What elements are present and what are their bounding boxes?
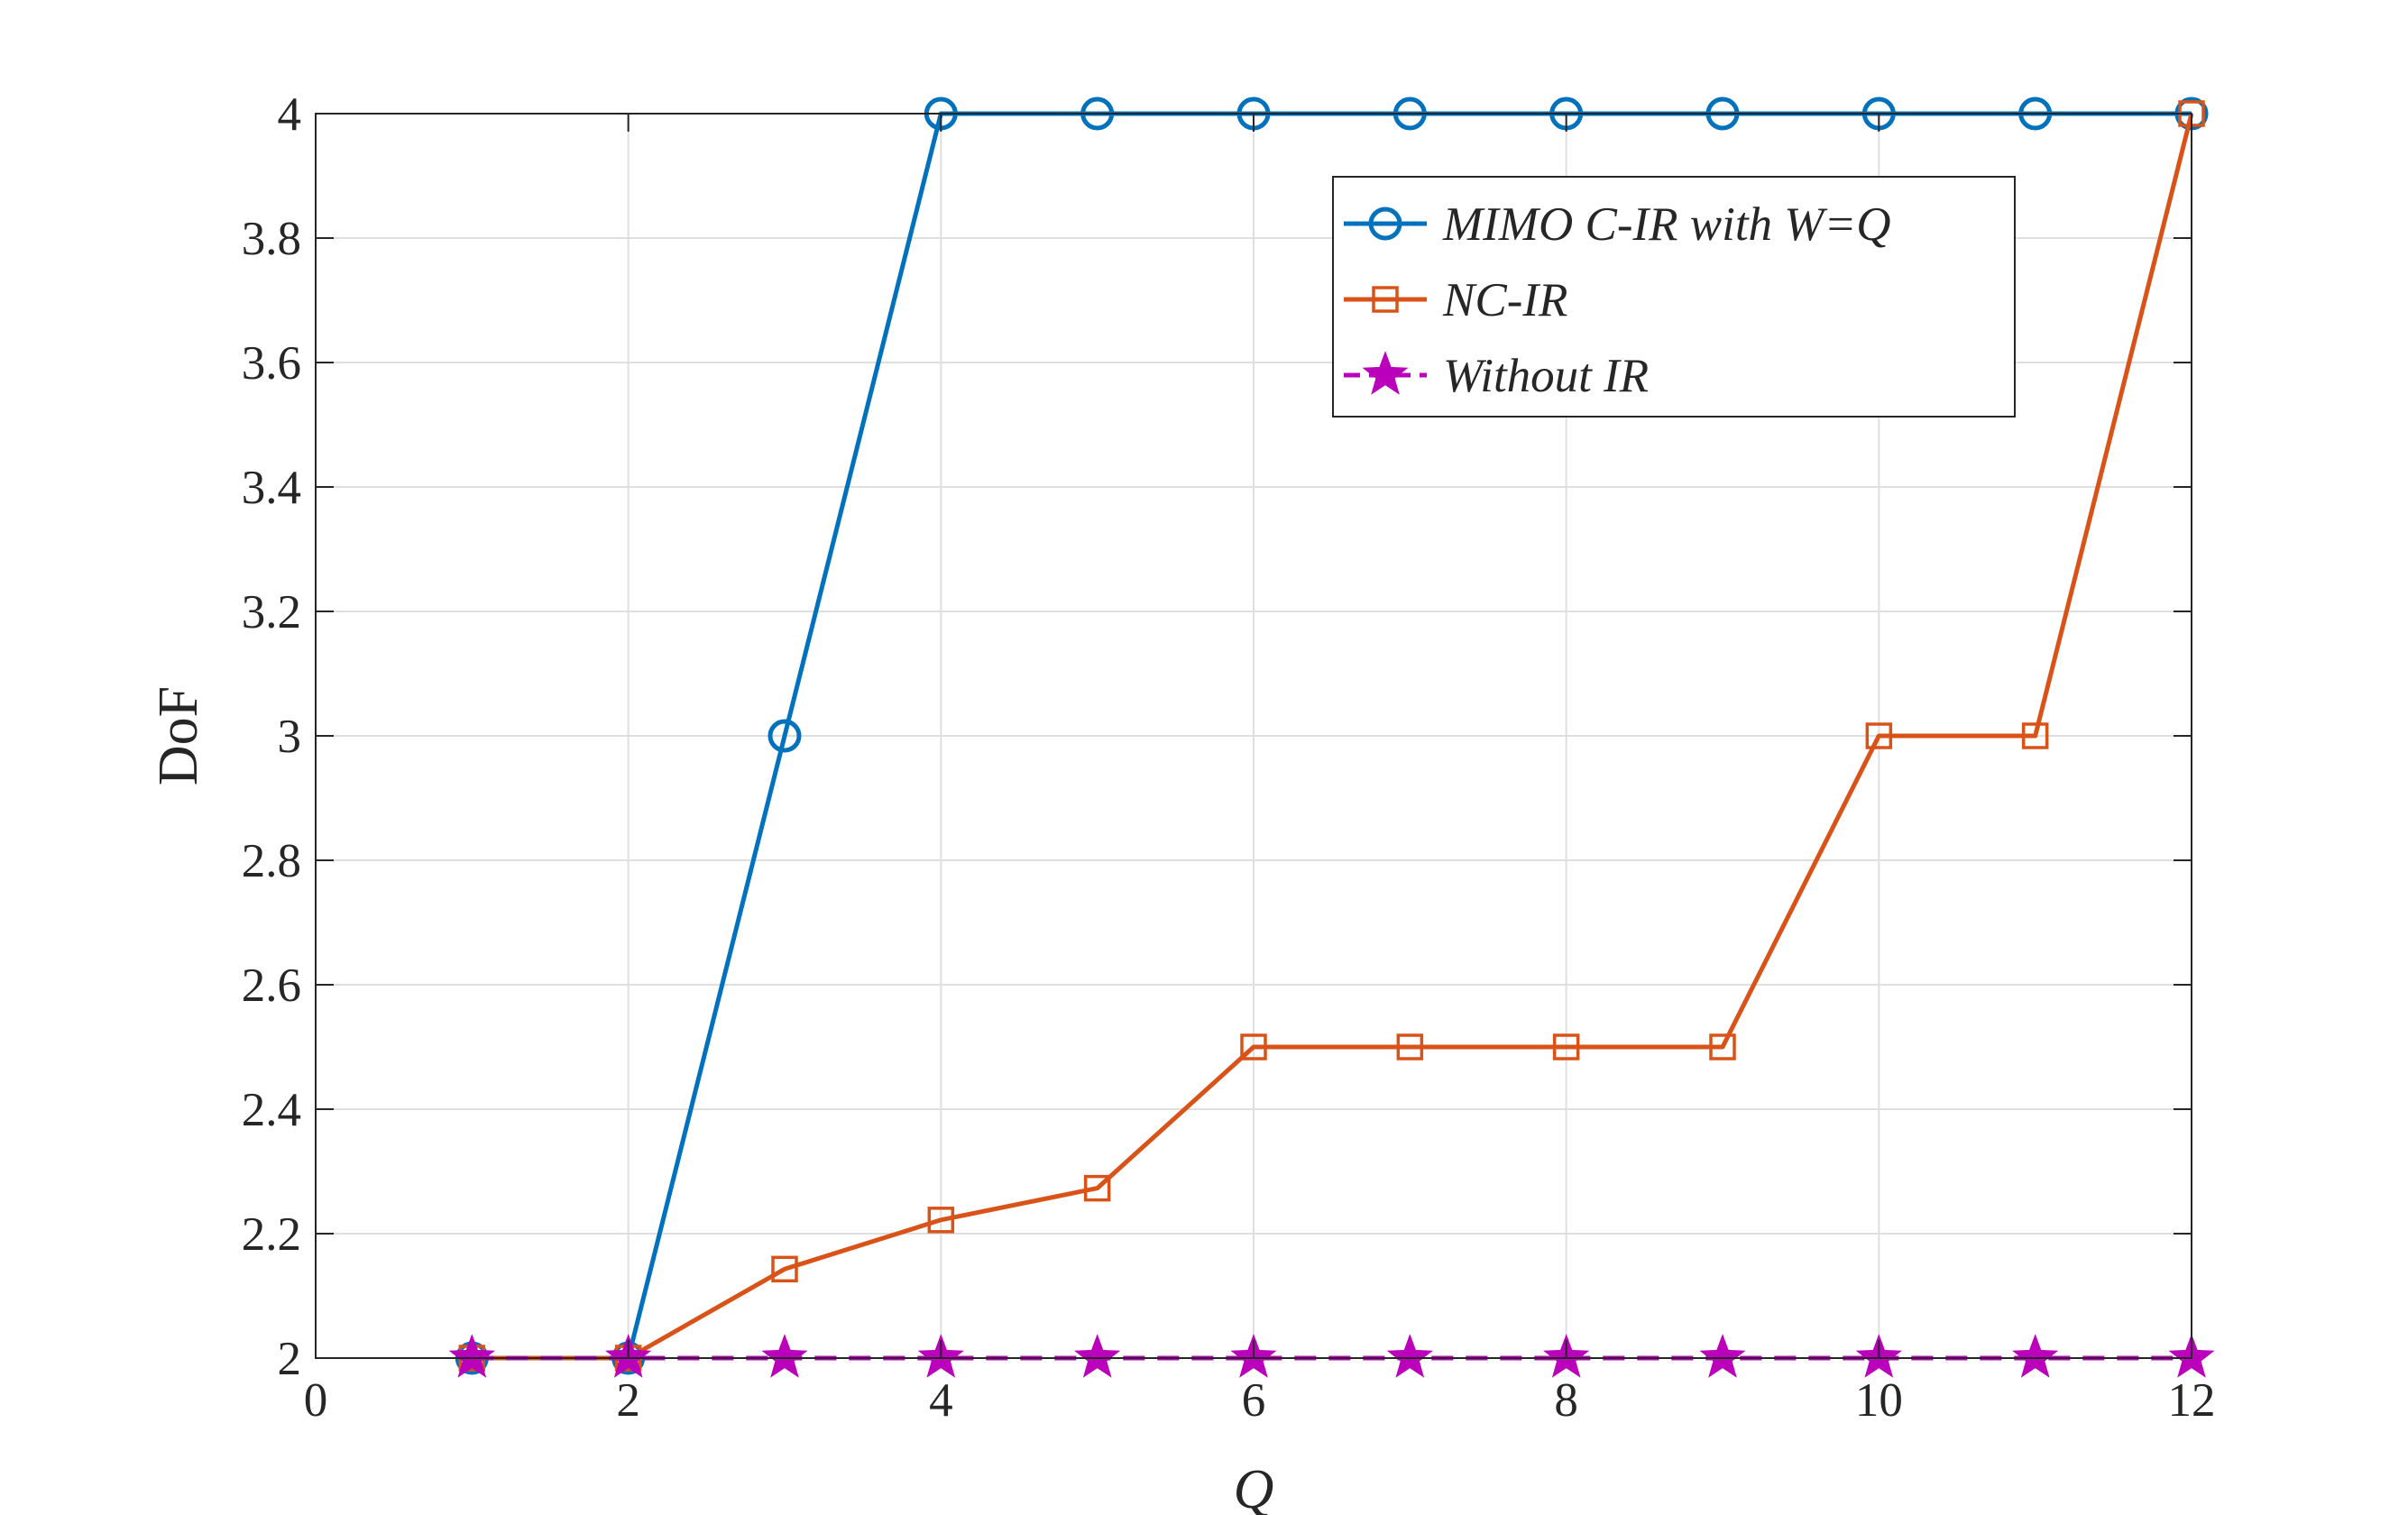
x-tick-label: 6	[1242, 1374, 1266, 1427]
x-tick-label: 12	[2168, 1374, 2216, 1427]
series-square	[458, 100, 2205, 1372]
y-tick-label: 3.2	[242, 586, 301, 638]
data-point	[1240, 1033, 1267, 1060]
y-tick-label: 2.8	[242, 835, 301, 887]
legend-label: MIMO C-IR with W=Q	[1442, 198, 1891, 251]
y-tick-label: 2.6	[242, 960, 301, 1012]
data-point	[761, 1334, 808, 1378]
x-tick-label: 2	[616, 1374, 640, 1427]
y-tick-label: 3.8	[242, 213, 301, 265]
legend-marker	[1372, 286, 1399, 313]
data-point	[771, 1255, 798, 1283]
y-tick-label: 3	[278, 711, 302, 763]
x-tick-label: 0	[304, 1374, 328, 1427]
y-axis-label: DoF	[148, 686, 209, 785]
data-point	[1386, 1334, 1433, 1378]
data-point	[2021, 722, 2049, 749]
data-point	[448, 1334, 495, 1378]
legend-box	[1332, 176, 2016, 418]
legend: MIMO C-IR with W=Q NC-IR Without IR	[1332, 176, 2016, 418]
x-tick-label: 10	[1855, 1374, 1903, 1427]
x-axis-label: Q	[1234, 1459, 1274, 1515]
data-point	[1709, 1033, 1736, 1060]
y-tick-label: 3.6	[242, 337, 301, 390]
y-tick-label: 2.4	[242, 1084, 301, 1136]
data-point	[1552, 1033, 1580, 1060]
y-tick-label: 2.2	[242, 1208, 301, 1261]
x-tick-label: 8	[1554, 1374, 1578, 1427]
legend-marker	[1362, 351, 1409, 395]
series-line	[472, 113, 2194, 1361]
data-point	[1074, 1334, 1121, 1378]
data-point	[1083, 1174, 1111, 1202]
legend-label: Without IR	[1443, 350, 1649, 402]
data-point	[2012, 1334, 2059, 1378]
legend-marker	[1368, 207, 1402, 241]
data-point	[1396, 1033, 1424, 1060]
data-point	[1865, 722, 1893, 749]
legend-label: NC-IR	[1442, 274, 1567, 326]
data-point	[1699, 1334, 1746, 1378]
y-tick-label: 3.4	[242, 462, 301, 514]
x-tick-label: 4	[929, 1374, 953, 1427]
data-point	[927, 1207, 955, 1234]
y-tick-label: 2	[278, 1333, 302, 1385]
y-tick-label: 4	[278, 88, 302, 141]
data-point	[767, 719, 802, 753]
